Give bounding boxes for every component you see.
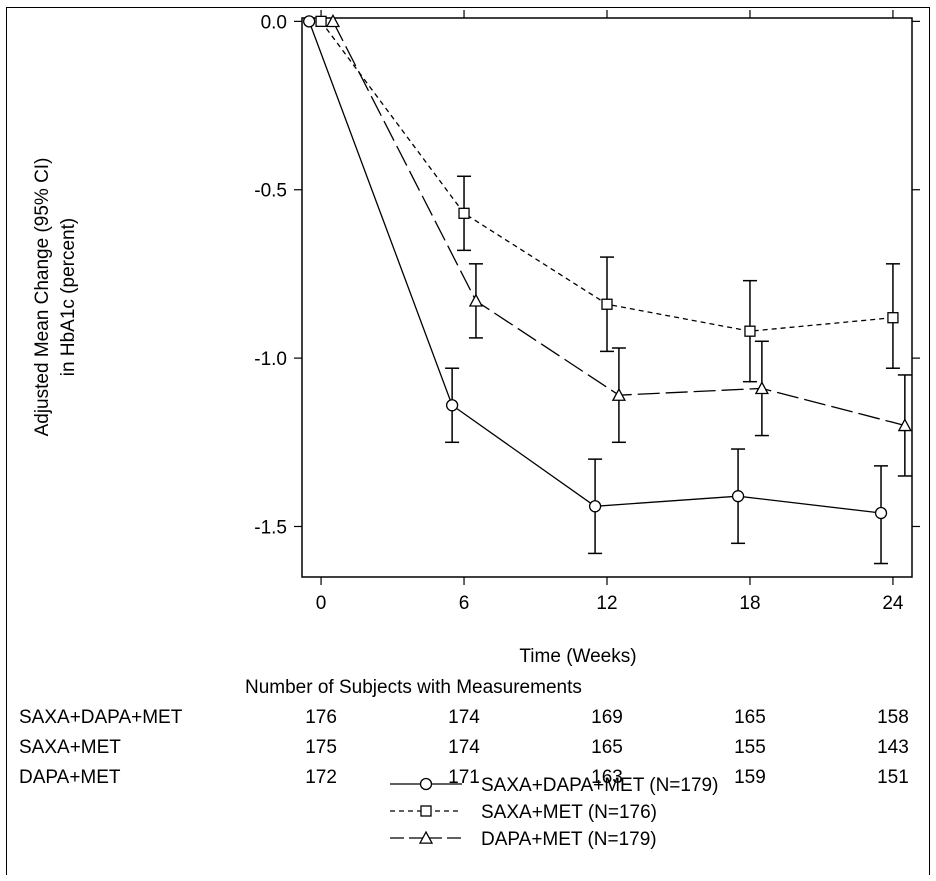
subjects-count-cell: 165	[591, 737, 623, 758]
data-point	[744, 325, 756, 337]
data-point	[302, 15, 316, 28]
x-tick-label: 18	[739, 593, 760, 614]
y-axis-label-line2: in HbA1c (percent)	[58, 218, 79, 376]
series-circle	[302, 15, 889, 565]
legend-marker	[418, 830, 434, 844]
subjects-count-cell: 175	[305, 737, 337, 758]
legend-marker	[420, 805, 432, 817]
data-point	[887, 312, 899, 324]
data-point	[315, 15, 327, 28]
data-point	[611, 387, 627, 401]
subjects-count-cell: 151	[877, 767, 909, 788]
subjects-count-cell: 174	[448, 737, 480, 758]
legend-entry: SAXA+MET (N=176)	[390, 802, 657, 823]
legend-entry: SAXA+DAPA+MET (N=179)	[390, 775, 718, 796]
x-tick-label: 0	[316, 593, 327, 614]
data-point	[601, 298, 613, 310]
subjects-count-cell: 165	[734, 707, 766, 728]
subjects-count-cell: 143	[877, 737, 909, 758]
subjects-count-cell: 176	[305, 707, 337, 728]
legend-marker	[419, 777, 433, 791]
subjects-count-cell: 171	[448, 767, 480, 788]
y-tick-label: -0.5	[254, 181, 287, 202]
data-point	[468, 293, 484, 307]
subjects-row-label: SAXA+MET	[19, 737, 121, 758]
plot-layer: 0 6 12 18 24 0.0 -0.5 -1.0 -1.5 Time (Weeks) Adjus…	[19, 10, 920, 850]
subjects-count-cell: 155	[734, 737, 766, 758]
subjects-table-title: Number of Subjects with Measurements	[245, 677, 582, 698]
legend-entry: DAPA+MET (N=179)	[390, 829, 657, 850]
y-axis-label: Adjusted Mean Change (95% CI)	[32, 158, 53, 437]
subjects-count-cell: 158	[877, 707, 909, 728]
legend-label: SAXA+MET (N=176)	[481, 802, 657, 823]
subjects-count-cell: 174	[448, 707, 480, 728]
y-tick-label: -1.0	[254, 349, 287, 370]
subjects-count-cell: 172	[305, 767, 337, 788]
data-point	[588, 500, 602, 513]
series-square	[315, 15, 900, 383]
data-point	[445, 399, 459, 412]
subjects-row-label: SAXA+DAPA+MET	[19, 707, 183, 728]
y-tick-label: -1.5	[254, 517, 287, 538]
data-point	[897, 418, 912, 432]
data-point	[731, 490, 745, 503]
series-triangle	[325, 14, 912, 477]
x-axis-label: Time (Weeks)	[519, 646, 636, 667]
x-tick-label: 12	[596, 593, 617, 614]
data-point	[874, 506, 888, 520]
subjects-count-cell: 163	[591, 767, 623, 788]
x-tick-label: 24	[882, 593, 904, 614]
data-point	[325, 14, 341, 28]
subjects-count-cell: 169	[591, 707, 623, 728]
figure-frame	[6, 7, 930, 875]
series-line	[308, 21, 882, 514]
y-tick-label: 0.0	[261, 12, 287, 33]
subjects-row-label: DAPA+MET	[19, 767, 121, 788]
data-point	[754, 381, 769, 395]
data-point	[458, 207, 470, 219]
legend-label: DAPA+MET (N=179)	[481, 829, 657, 850]
legend-label: SAXA+DAPA+MET (N=179)	[481, 775, 718, 796]
x-tick-label: 6	[459, 593, 470, 614]
subjects-count-cell: 159	[734, 767, 766, 788]
